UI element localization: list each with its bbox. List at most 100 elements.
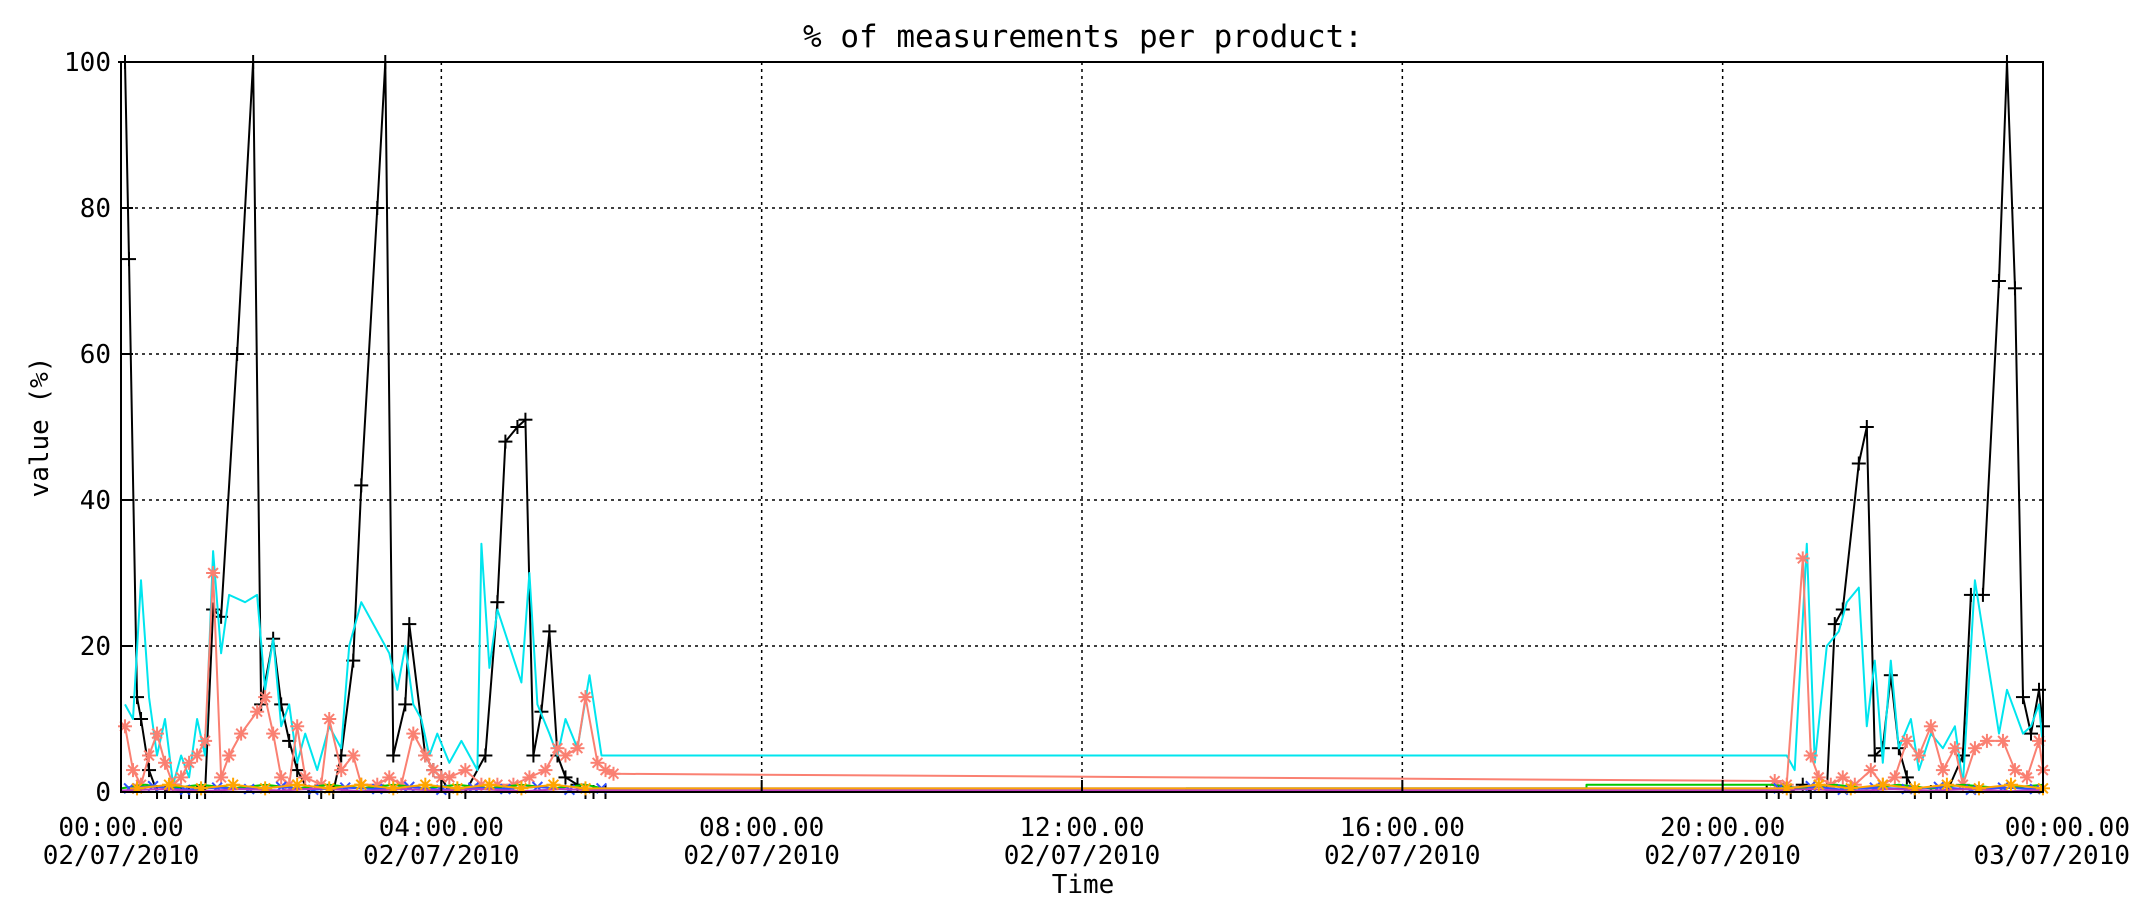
x-tick-label-date: 02/07/2010 [43,841,200,871]
data-point [290,777,305,792]
data-point [1867,748,1882,763]
x-axis-label: Time [1052,870,1115,900]
data-point [354,777,369,792]
data-point [354,478,369,493]
y-tick-label: 0 [95,778,111,808]
data-point [538,763,553,778]
data-point [542,624,557,639]
data-point [490,595,505,610]
data-point [1971,781,1986,796]
data-point [398,697,413,712]
series-1 [124,542,2044,786]
data-point [134,712,149,726]
x-axis: 00:00.0002/07/201004:00.0002/07/201008:0… [43,780,2130,871]
data-point [1923,719,1938,734]
data-point [122,252,137,267]
data-point [150,726,165,741]
data-point [290,763,305,778]
data-point [190,748,205,763]
data-point [250,704,265,719]
data-point [1935,763,1950,778]
data-point [406,726,421,741]
series-0 [118,55,2050,799]
data-point [606,766,621,781]
data-point [2015,690,2030,705]
y-tick-label: 20 [80,632,111,662]
y-axis: 0 20 40 60 80 100 [64,48,133,808]
series-line [124,61,2044,793]
x-tick-label-time: 00:00.00 [58,813,183,843]
data-point [1803,748,1818,763]
x-tick-label-time: 12:00.00 [1019,813,1144,843]
x-tick-label-date: 02/07/2010 [1324,841,1481,871]
data-point [158,755,173,770]
data-point [478,748,493,763]
data-point [1875,777,1890,792]
data-point [234,726,249,741]
y-tick-label: 40 [80,486,111,516]
data-point [1975,587,1990,602]
x-tick-label-date: 02/07/2010 [1004,841,1161,871]
data-point [1911,748,1926,763]
x-tick-label-time: 00:00.00 [2005,813,2130,843]
x-tick-label-date: 02/07/2010 [1644,841,1801,871]
data-point [1887,770,1902,785]
data-point [230,347,245,361]
series-layer [118,55,2050,799]
data-point [290,719,305,734]
data-point [442,770,457,785]
data-point [1795,551,1810,566]
data-point [1827,617,1842,632]
data-point [482,777,497,792]
data-point [1963,587,1978,602]
data-point [274,697,289,712]
data-point [418,777,433,792]
data-point [402,617,417,632]
data-point [1995,733,2010,748]
data-point [522,770,537,785]
data-point [334,748,349,763]
data-point [578,781,593,796]
data-point [1835,770,1850,785]
data-point [518,412,533,427]
data-point [2003,777,2018,792]
x-tick-label-time: 16:00.00 [1340,813,1465,843]
data-point [2007,281,2022,296]
data-point [334,763,349,778]
data-point [546,777,561,792]
data-point [142,748,157,763]
data-point [1979,733,1994,748]
gridlines [121,62,2043,792]
data-point [570,741,585,756]
data-point [382,770,397,785]
data-point [322,712,337,726]
data-point [2007,763,2022,778]
x-tick-label-time: 04:00.00 [379,813,504,843]
data-point [1859,420,1874,434]
data-point [266,726,281,741]
data-point [1947,741,1962,756]
data-point [1967,741,1982,756]
data-point [418,748,433,763]
data-point [510,420,525,434]
x-tick-label-date: 02/07/2010 [363,841,520,871]
data-point [458,763,473,778]
data-point [174,770,189,785]
data-point [1939,777,1954,792]
data-point [498,434,513,449]
data-point [222,748,237,763]
data-point [130,690,145,705]
y-tick-label: 100 [64,48,111,78]
data-point [386,748,401,763]
y-tick-label: 60 [80,340,111,370]
data-point [198,733,213,748]
x-tick-label-time: 20:00.00 [1660,813,1785,843]
data-point [206,566,221,580]
x-tick-label-time: 08:00.00 [699,813,824,843]
data-point [214,770,229,785]
data-point [578,690,593,705]
data-point [126,763,141,778]
data-point [467,782,479,794]
data-point [162,777,177,792]
